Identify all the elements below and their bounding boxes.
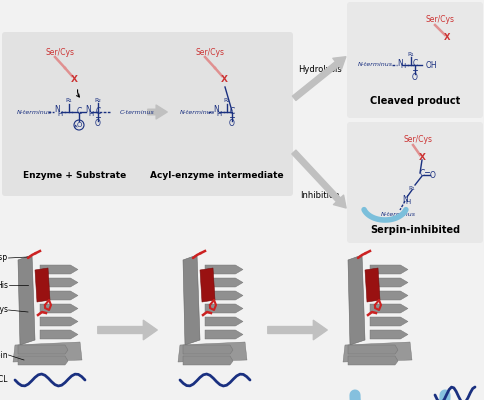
Polygon shape	[370, 304, 408, 313]
Polygon shape	[205, 304, 243, 313]
Text: C: C	[229, 106, 235, 116]
Polygon shape	[40, 317, 78, 326]
Text: R₁: R₁	[408, 186, 415, 190]
Text: H: H	[406, 199, 410, 205]
Text: C: C	[95, 106, 101, 116]
Text: Acyl-enzyme intermediate: Acyl-enzyme intermediate	[150, 170, 284, 180]
Polygon shape	[205, 278, 243, 287]
Text: N: N	[397, 58, 403, 68]
Text: H: H	[216, 110, 222, 116]
FancyBboxPatch shape	[2, 32, 293, 196]
Polygon shape	[183, 345, 233, 354]
FancyArrowPatch shape	[268, 320, 327, 340]
Polygon shape	[348, 345, 398, 354]
Polygon shape	[200, 268, 215, 302]
FancyArrowPatch shape	[148, 105, 167, 119]
Text: N: N	[85, 106, 91, 114]
Text: N: N	[402, 194, 408, 204]
Polygon shape	[205, 317, 243, 326]
Polygon shape	[343, 342, 412, 362]
Polygon shape	[370, 317, 408, 326]
FancyArrowPatch shape	[292, 150, 346, 208]
Text: X: X	[221, 76, 227, 84]
Polygon shape	[13, 342, 82, 362]
Text: H: H	[58, 110, 62, 116]
Polygon shape	[183, 255, 200, 345]
Text: Serpin: Serpin	[0, 350, 8, 360]
Text: N-terminus: N-terminus	[17, 110, 52, 114]
FancyBboxPatch shape	[347, 122, 483, 243]
Polygon shape	[370, 291, 408, 300]
Text: O: O	[430, 170, 436, 180]
Text: His: His	[0, 280, 8, 290]
Polygon shape	[18, 255, 35, 345]
Text: Ser/Cys: Ser/Cys	[0, 306, 8, 314]
Polygon shape	[370, 278, 408, 287]
Text: Enzyme + Substrate: Enzyme + Substrate	[23, 170, 127, 180]
Polygon shape	[370, 265, 408, 274]
Text: O: O	[412, 72, 418, 82]
Text: H: H	[400, 64, 406, 70]
Text: R₁: R₁	[408, 52, 414, 56]
Polygon shape	[178, 342, 247, 362]
Polygon shape	[35, 268, 50, 302]
Polygon shape	[40, 330, 78, 339]
Text: Ser/Cys: Ser/Cys	[45, 48, 75, 57]
Polygon shape	[205, 330, 243, 339]
Text: O: O	[229, 120, 235, 128]
Text: X: X	[71, 76, 77, 84]
Text: Hydrolysis: Hydrolysis	[298, 66, 342, 74]
Text: Inhibition: Inhibition	[300, 190, 340, 200]
Text: C: C	[419, 168, 424, 178]
Polygon shape	[18, 345, 68, 354]
Text: O: O	[76, 122, 82, 128]
Text: N: N	[54, 106, 60, 114]
Polygon shape	[348, 356, 398, 365]
Polygon shape	[18, 356, 68, 365]
Polygon shape	[40, 265, 78, 274]
Text: R₁: R₁	[224, 98, 230, 104]
Polygon shape	[205, 265, 243, 274]
Text: O: O	[95, 120, 101, 128]
Text: X: X	[444, 34, 450, 42]
Text: C: C	[76, 106, 82, 116]
Text: Cleaved product: Cleaved product	[370, 96, 460, 106]
Text: Ser/Cys: Ser/Cys	[404, 135, 433, 144]
Text: N-terminus: N-terminus	[358, 62, 393, 68]
Polygon shape	[348, 255, 365, 345]
Text: Serpin-inhibited: Serpin-inhibited	[370, 225, 460, 235]
Text: C: C	[412, 60, 418, 68]
Polygon shape	[183, 356, 233, 365]
Text: H: H	[89, 110, 93, 116]
Polygon shape	[40, 304, 78, 313]
Text: R₁: R₁	[66, 98, 73, 104]
Text: N-terminus: N-terminus	[380, 212, 415, 218]
Polygon shape	[40, 291, 78, 300]
Text: R₂: R₂	[95, 98, 101, 102]
Text: Ser/Cys: Ser/Cys	[425, 15, 454, 24]
Polygon shape	[370, 330, 408, 339]
Text: OH: OH	[426, 60, 438, 70]
Polygon shape	[365, 268, 380, 302]
Text: Asp: Asp	[0, 254, 8, 262]
Text: X: X	[419, 154, 425, 162]
Text: Ser/Cys: Ser/Cys	[196, 48, 225, 57]
Polygon shape	[40, 278, 78, 287]
Text: C-terminus: C-terminus	[120, 110, 155, 114]
Text: RCL: RCL	[0, 376, 8, 384]
FancyArrowPatch shape	[292, 57, 346, 100]
Polygon shape	[205, 291, 243, 300]
FancyBboxPatch shape	[347, 2, 483, 118]
Text: N-terminus: N-terminus	[180, 110, 215, 114]
Text: N: N	[213, 106, 219, 114]
FancyArrowPatch shape	[98, 320, 157, 340]
